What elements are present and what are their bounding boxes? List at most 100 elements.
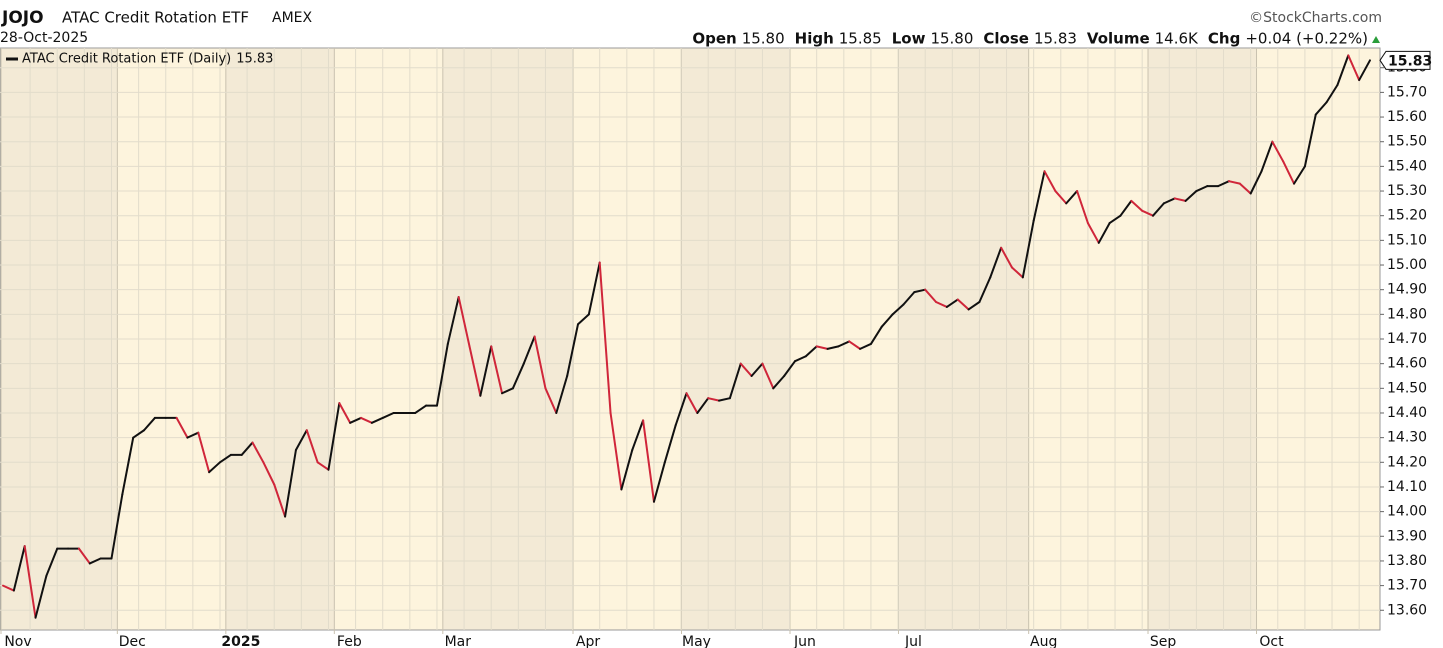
y-tick-label: 13.90	[1387, 528, 1427, 544]
price-segment	[598, 261, 612, 414]
price-segment	[273, 483, 287, 518]
x-tick-label: Jun	[793, 634, 816, 648]
price-segment	[23, 545, 37, 619]
y-tick-label: 14.80	[1387, 306, 1427, 322]
price-line	[2, 54, 1371, 619]
y-tick-label: 14.00	[1387, 504, 1427, 520]
price-segment	[1303, 113, 1317, 168]
price-segment	[1314, 101, 1328, 116]
price-segment	[1141, 209, 1155, 217]
price-segment	[186, 431, 200, 439]
price-segment	[327, 402, 341, 471]
price-segment	[566, 323, 580, 377]
price-segment	[251, 441, 265, 464]
legend-last: 15.83	[236, 52, 273, 67]
price-segment	[631, 419, 645, 451]
price-segment	[935, 301, 948, 308]
price-segment	[1010, 266, 1024, 279]
price-segment	[1325, 83, 1339, 104]
x-tick-label: Aug	[1030, 634, 1057, 648]
quote-label: Low	[892, 30, 926, 48]
price-segment	[978, 276, 992, 304]
price-segment	[1271, 140, 1285, 163]
price-segment	[1227, 180, 1241, 185]
price-segment	[1021, 219, 1035, 279]
y-tick-label: 15.00	[1387, 257, 1427, 273]
price-segment	[620, 448, 634, 491]
x-tick-label: Dec	[119, 634, 146, 648]
price-segment	[707, 397, 721, 402]
price-segment	[1130, 199, 1144, 212]
price-segment	[446, 296, 460, 345]
price-segment	[370, 416, 384, 424]
price-segment	[12, 545, 26, 592]
price-segment	[349, 416, 363, 424]
y-tick-label: 15.70	[1387, 84, 1427, 100]
exchange: AMEX	[272, 10, 313, 26]
y-tick-label: 14.10	[1387, 479, 1427, 495]
price-segment	[175, 416, 189, 439]
price-segment	[642, 419, 655, 503]
price-segment	[533, 335, 547, 390]
price-segment	[360, 416, 373, 424]
price-segment	[143, 416, 156, 432]
security-name: ATAC Credit Rotation ETF	[62, 9, 249, 27]
price-segment	[77, 547, 91, 565]
quote-label: Open	[692, 30, 736, 48]
price-segment	[924, 288, 938, 304]
price-segment	[1336, 54, 1350, 86]
y-tick-label: 14.90	[1387, 282, 1427, 298]
price-segment	[1184, 190, 1198, 202]
price-segment	[880, 313, 894, 328]
price-segment	[913, 288, 927, 294]
price-segment	[284, 448, 297, 518]
quote-value: 15.85	[839, 30, 882, 48]
price-segment	[1032, 170, 1046, 222]
price-segment	[848, 340, 862, 350]
labels: Nov Dec 2025 Feb Mar Apr May Jun Jul Aug Sep Oct 13.…	[4, 50, 1432, 648]
y-tick-label: 15.60	[1387, 109, 1427, 125]
price-segment	[501, 387, 514, 395]
price-segment	[132, 429, 146, 439]
price-segment	[468, 345, 482, 397]
price-segment	[577, 313, 590, 326]
date: 28-Oct-2025	[0, 30, 88, 46]
price-segment	[1076, 190, 1089, 225]
price-segment	[728, 362, 742, 400]
price-segment	[414, 404, 428, 414]
y-tick-label: 14.60	[1387, 356, 1427, 372]
price-segment	[1173, 197, 1187, 202]
price-segment	[479, 345, 493, 397]
quote-value: +0.04 (+0.22%)	[1245, 30, 1368, 48]
price-segment	[1238, 182, 1252, 195]
price-segment	[305, 429, 319, 464]
price-segment	[859, 342, 872, 350]
source: ©StockCharts.com	[1249, 10, 1382, 26]
quote-label: Chg	[1208, 30, 1240, 48]
price-segment	[891, 303, 905, 316]
x-tick-label: Apr	[576, 634, 600, 648]
price-segment	[88, 557, 102, 565]
price-segment	[793, 355, 807, 363]
price-segment	[739, 362, 753, 377]
price-segment	[609, 411, 623, 491]
price-segment	[45, 547, 59, 577]
quote-label: Volume	[1087, 30, 1150, 48]
price-segment	[110, 493, 124, 560]
price-segment	[544, 387, 558, 414]
price-segment	[1293, 165, 1306, 185]
quote-value: 15.83	[1034, 30, 1077, 48]
price-segment	[772, 374, 786, 390]
price-segment	[1097, 222, 1111, 244]
last-value-tag	[1379, 50, 1431, 70]
last-value-label: 15.83	[1388, 53, 1432, 69]
quote-label: Close	[983, 30, 1029, 48]
price-segment	[815, 345, 829, 350]
price-segment	[522, 335, 536, 365]
price-segment	[1152, 202, 1165, 217]
price-segment	[956, 298, 970, 311]
price-segment	[761, 362, 775, 390]
y-tick-label: 13.80	[1387, 553, 1427, 569]
quote-value: 14.6K	[1155, 30, 1199, 48]
